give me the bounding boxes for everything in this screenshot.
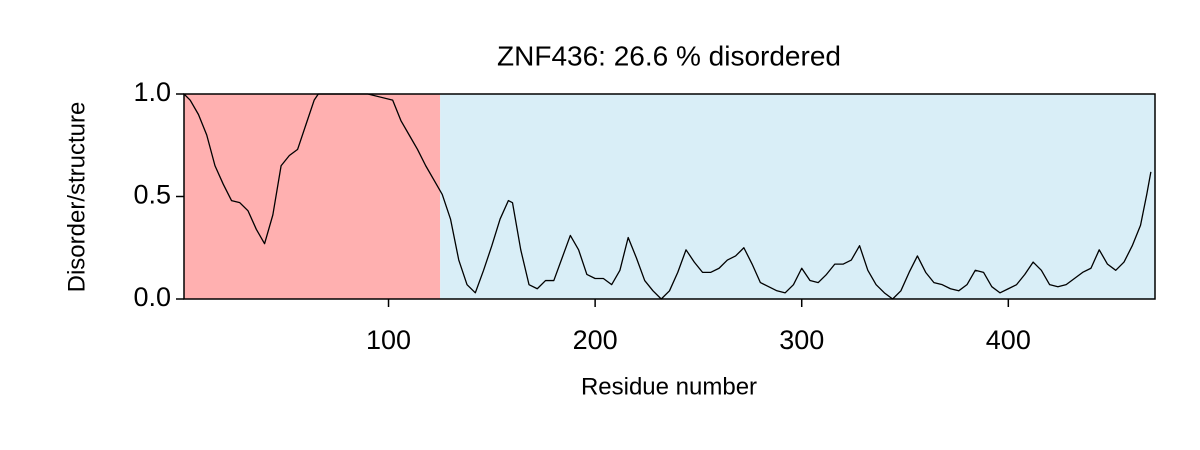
x-tick-label: 400: [986, 325, 1031, 355]
chart-title: ZNF436: 26.6 % disordered: [497, 40, 841, 71]
y-tick-label: 0.5: [133, 180, 171, 210]
region: [440, 94, 1155, 299]
x-axis-label: Residue number: [581, 373, 757, 400]
x-tick-label: 100: [366, 325, 411, 355]
x-tick-label: 300: [779, 325, 824, 355]
region: [184, 94, 441, 299]
disorder-line: [183, 93, 1152, 300]
y-axis-label: Disorder/structure: [63, 102, 90, 293]
x-tick-label: 200: [573, 325, 618, 355]
y-tick-label: 1.0: [133, 77, 171, 107]
y-tick-label: 0.0: [133, 282, 171, 312]
